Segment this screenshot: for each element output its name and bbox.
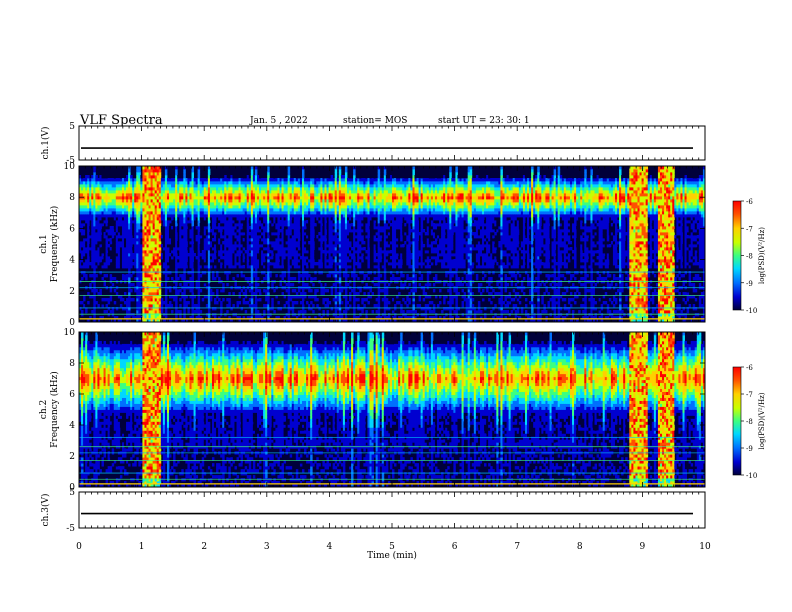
y-tick-label: 4	[69, 256, 75, 266]
y-tick-label: 8	[69, 359, 75, 369]
ch2-channel-label: ch.2	[39, 400, 49, 419]
ch1-spectrogram	[79, 166, 705, 322]
x-tick-label: 10	[699, 542, 711, 552]
colorbar-tick-label: -9	[746, 445, 753, 453]
colorbar-tick-label: -9	[746, 280, 753, 288]
panel-frame	[79, 126, 705, 160]
colorbar-tick-label: -6	[746, 198, 753, 206]
x-tick-label: 8	[577, 542, 583, 552]
x-tick-label: 1	[139, 542, 145, 552]
x-tick-label: 9	[640, 542, 646, 552]
colorbar-tick-label: -8	[746, 418, 753, 426]
ch3-waveform-ylabel: ch.3(V)	[40, 494, 51, 527]
ch2-colorbar	[733, 367, 741, 475]
y-tick-label: 10	[64, 328, 76, 338]
ch2-frequency-label: Frequency (kHz)	[49, 371, 60, 448]
ch1-channel-label: ch.1	[39, 234, 49, 253]
y-tick-label: 6	[69, 224, 75, 234]
ch1-colorbar-label: log(PSD)(V²/Hz)	[758, 227, 766, 284]
y-tick-label: 5	[69, 122, 75, 132]
x-tick-label: 6	[452, 542, 458, 552]
y-tick-label: 0	[69, 318, 75, 328]
ch2-colorbar-label: log(PSD)(V²/Hz)	[758, 392, 766, 449]
y-tick-label: 2	[69, 452, 75, 462]
x-tick-label: 2	[201, 542, 207, 552]
ch1-colorbar	[733, 201, 741, 310]
colorbar-tick-label: -10	[746, 472, 757, 480]
ch2-spectrogram	[79, 332, 705, 487]
y-tick-label: -5	[66, 524, 75, 534]
ch1-frequency-label: Frequency (kHz)	[49, 206, 60, 283]
x-tick-label: 7	[514, 542, 520, 552]
colorbar-tick-label: -7	[746, 391, 753, 399]
colorbar-tick-label: -10	[746, 307, 757, 315]
ch1-waveform-ylabel: ch.1(V)	[40, 127, 51, 160]
y-tick-label: 4	[69, 421, 75, 431]
y-tick-label: 8	[69, 193, 75, 203]
x-tick-label: 3	[264, 542, 270, 552]
x-axis-label: Time (min)	[367, 550, 417, 561]
panel-frame	[79, 492, 705, 528]
x-tick-label: 0	[76, 542, 82, 552]
x-tick-label: 4	[327, 542, 333, 552]
colorbar-tick-label: -7	[746, 225, 753, 233]
y-tick-label: 2	[69, 287, 75, 297]
y-tick-label: 6	[69, 390, 75, 400]
colorbar-tick-label: -6	[746, 364, 753, 372]
y-tick-label: 0	[69, 483, 75, 493]
y-tick-label: 10	[64, 162, 76, 172]
colorbar-tick-label: -8	[746, 253, 753, 261]
